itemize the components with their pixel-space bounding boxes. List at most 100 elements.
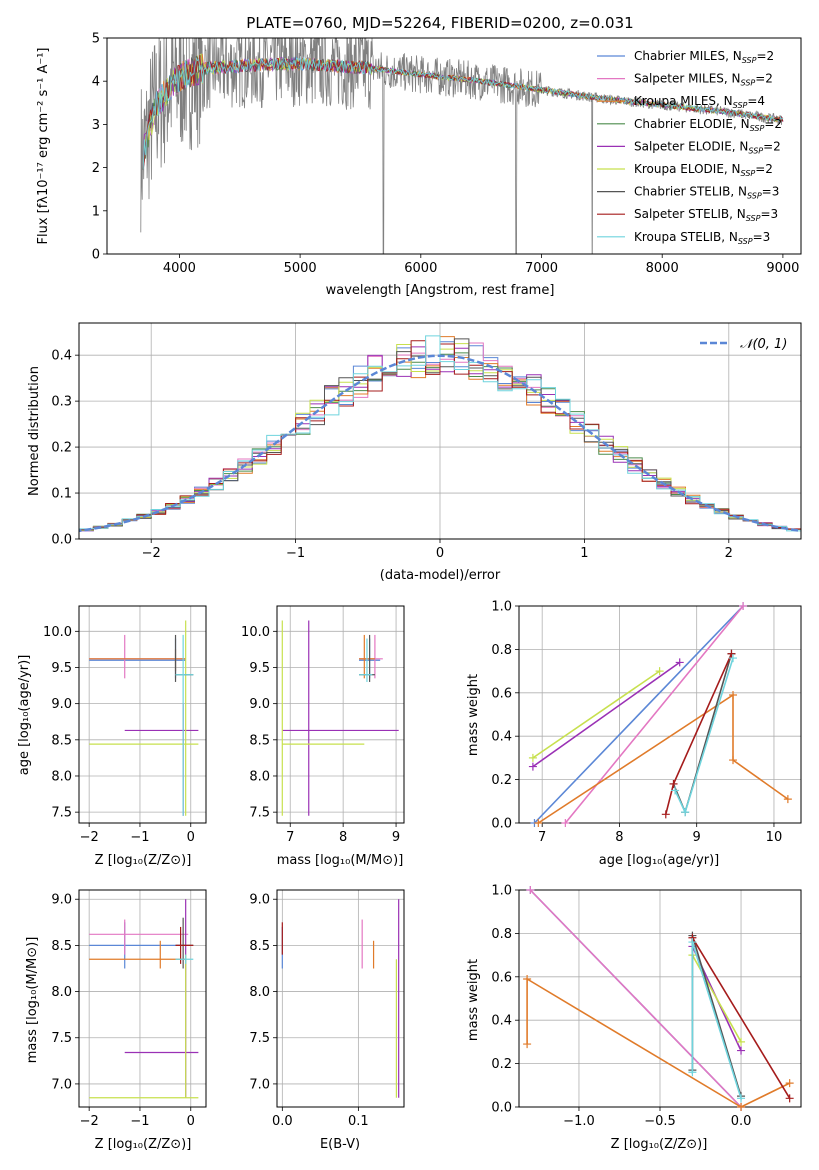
residuals-xtick-label: 2	[725, 546, 733, 561]
mass-ylabel: mass [log₁₀(M/M⊙)]	[25, 937, 40, 1064]
mass-vs-Z-ytick-label: 8.5	[51, 939, 72, 954]
age-vs-mass-frame	[276, 605, 405, 824]
residuals-panel: −2 −1 0 1 2 0.0 0.1 0.2 0.3 0.4 (data-model)/erro…	[27, 322, 802, 583]
mass-vs-Z-axes: −2 −1 0 7.0 7.5 8.0 8.5 9.0	[51, 889, 207, 1129]
residuals-axes-frame	[78, 322, 802, 540]
spectrum-ytick-label: 4	[92, 75, 100, 90]
spectrum-xtick-label: 7000	[525, 261, 558, 276]
mass-vs-Z-ytick-label: 8.0	[51, 985, 72, 1000]
weight-vs-age-marker-4-0	[528, 753, 537, 762]
weight-vs-Z-marker-7-0	[688, 1068, 697, 1077]
residuals-xtick-label: −1	[286, 546, 305, 561]
spectrum-xtick-label: 6000	[404, 261, 437, 276]
age-vs-Z-frame	[78, 605, 207, 824]
weight-vs-Z-line-2	[526, 977, 791, 1108]
mass-vs-ebv-ytick-label: 8.0	[249, 985, 270, 1000]
residuals-ytick-label: 0.1	[51, 487, 72, 502]
mass-Z-xlabel: Z [log₁₀(Z/Z⊙)]	[95, 1137, 192, 1152]
age-vs-mass-xtick-label: 7	[286, 830, 294, 845]
weight-vs-age-marker-2-3	[783, 795, 792, 804]
residuals-steps	[79, 335, 801, 534]
mass-vs-Z-frame	[78, 889, 207, 1108]
weight-vs-Z-ytick-label: 0.8	[491, 927, 512, 942]
weight-vs-age-marker-1-0	[561, 819, 570, 827]
weight-vs-Z-ytick-label: 0.4	[491, 1014, 512, 1029]
spectrum-ytick-label: 5	[92, 32, 100, 47]
weight-vs-Z-ytick-label: 1.0	[491, 884, 512, 899]
weight-vs-age-ytick-label: 1.0	[491, 600, 512, 615]
weight-vs-age-ytick-label: 0.2	[491, 773, 512, 788]
age-vs-mass-ytick-label: 8.0	[249, 769, 270, 784]
age-vs-mass-ytick-label: 7.5	[249, 806, 270, 821]
mass-vs-ebv-axes: 0.0 0.1 7.0 7.5 8.0 8.5 9.0	[249, 889, 405, 1129]
legend-entry-6: Chabrier STELIB, NSSP=3	[634, 185, 779, 201]
spectrum-panel: 4000 5000 6000 7000 8000 9000 0 1 2 3 4 5 wavelengt…	[36, 32, 802, 298]
weight-vs-age-marker-7-0	[671, 786, 680, 795]
legend-entry-3: Chabrier ELODIE, NSSP=2	[634, 117, 782, 133]
weight-vs-age-line-4	[532, 670, 661, 759]
residuals-xlabel: (data-model)/error	[380, 568, 501, 583]
weight-vs-age-ytick-label: 0.4	[491, 730, 512, 745]
residuals-ytick-label: 0.3	[51, 395, 72, 410]
age-vs-Z-axes: −2 −1 0 7.5 8.0 8.5 9.0 9.5 10.0	[43, 605, 207, 845]
model-spectrum-8	[142, 56, 784, 170]
weight-vs-Z-marker-7-2	[737, 1094, 746, 1103]
weight-vs-age-xtick-label: 7	[538, 830, 546, 845]
weight-vs-age-marker-6-1	[669, 779, 678, 788]
age-vs-Z-ytick-label: 9.5	[51, 661, 72, 676]
weight-vs-age-xtick-label: 8	[615, 830, 623, 845]
weight-vs-age-marker-3-1	[675, 658, 684, 667]
mass-vs-Z-ytick-label: 7.5	[51, 1031, 72, 1046]
age-Z-xlabel: Z [log₁₀(Z/Z⊙)]	[95, 853, 192, 868]
mass-vs-Z-xtick-label: −2	[80, 1114, 99, 1129]
age-vs-mass-ytick-label: 9.5	[249, 661, 270, 676]
residuals-xtick-label: 0	[436, 546, 444, 561]
residual-hist-8	[79, 335, 801, 534]
weight-vs-Z-line-6	[691, 937, 791, 1099]
weight-Z-ylabel: mass weight	[466, 959, 481, 1041]
figure-title: PLATE=0760, MJD=52264, FIBERID=0200, z=0…	[246, 14, 633, 32]
normal-reference-curve	[79, 354, 801, 533]
weight-vs-age-marker-3-0	[528, 762, 537, 771]
spectrum-axes-frame	[106, 37, 802, 255]
age-vs-Z-xtick-label: 0	[187, 830, 195, 845]
age-mass-xlabel: mass [log₁₀(M/M⊙)]	[277, 853, 404, 868]
residuals-ytick-label: 0.0	[51, 533, 72, 548]
mass-vs-ebv-ytick-label: 9.0	[249, 893, 270, 908]
mass-vs-ebv-ytick-label: 7.0	[249, 1077, 270, 1092]
weight-vs-age-ytick-label: 0.6	[491, 686, 512, 701]
weight-vs-age-line-7	[674, 657, 734, 815]
residuals-xtick-label: −2	[142, 546, 161, 561]
weight-vs-age-xtick-label: 10	[766, 830, 783, 845]
mass-vs-ebv-xtick-label: 0.0	[272, 1114, 293, 1129]
age-vs-Z-xtick-label: −1	[130, 830, 149, 845]
spectrum-ytick-label: 2	[92, 161, 100, 176]
weight-vs-age-line-0	[533, 605, 744, 824]
age-vs-mass-xtick-label: 9	[392, 830, 400, 845]
age-vs-mass-xtick-label: 8	[339, 830, 347, 845]
weight-vs-age-marker-2-2	[729, 756, 738, 765]
weight-vs-Z-ytick-label: 0.2	[491, 1057, 512, 1072]
legend-entry-4: Salpeter ELODIE, NSSP=2	[634, 139, 781, 155]
weight-vs-age-xtick-label: 9	[693, 830, 701, 845]
weight-vs-age-ytick-label: 0.8	[491, 643, 512, 658]
normal-reference-label: 𝒩(0, 1)	[740, 337, 787, 352]
age-vs-Z-ytick-label: 7.5	[51, 806, 72, 821]
weight-vs-Z-marker-1-0	[526, 886, 535, 894]
legend-entry-7: Salpeter STELIB, NSSP=3	[634, 207, 778, 223]
weight-vs-Z-line-1	[529, 889, 742, 1108]
residuals-ylabel: Normed distribution	[27, 366, 42, 496]
weight-vs-Z-xtick-label: −0.5	[644, 1114, 676, 1129]
mass-vs-ebv-ytick-label: 8.5	[249, 939, 270, 954]
residuals-legend: 𝒩(0, 1)	[700, 337, 787, 352]
weight-vs-Z-ytick-label: 0.0	[491, 1101, 512, 1116]
weight-vs-Z-xtick-label: 0.0	[731, 1114, 752, 1129]
mass-vs-Z-ytick-label: 9.0	[51, 893, 72, 908]
age-vs-Z-ytick-label: 9.0	[51, 697, 72, 712]
weight-vs-age-marker-2-1	[729, 690, 738, 699]
spectrum-ytick-label: 3	[92, 118, 100, 133]
age-vs-Z-ytick-label: 8.0	[51, 769, 72, 784]
mass-vs-Z-ytick-label: 7.0	[51, 1077, 72, 1092]
weight-vs-Z-marker-2-2	[737, 1103, 746, 1111]
weight-vs-Z-ytick-label: 0.6	[491, 970, 512, 985]
